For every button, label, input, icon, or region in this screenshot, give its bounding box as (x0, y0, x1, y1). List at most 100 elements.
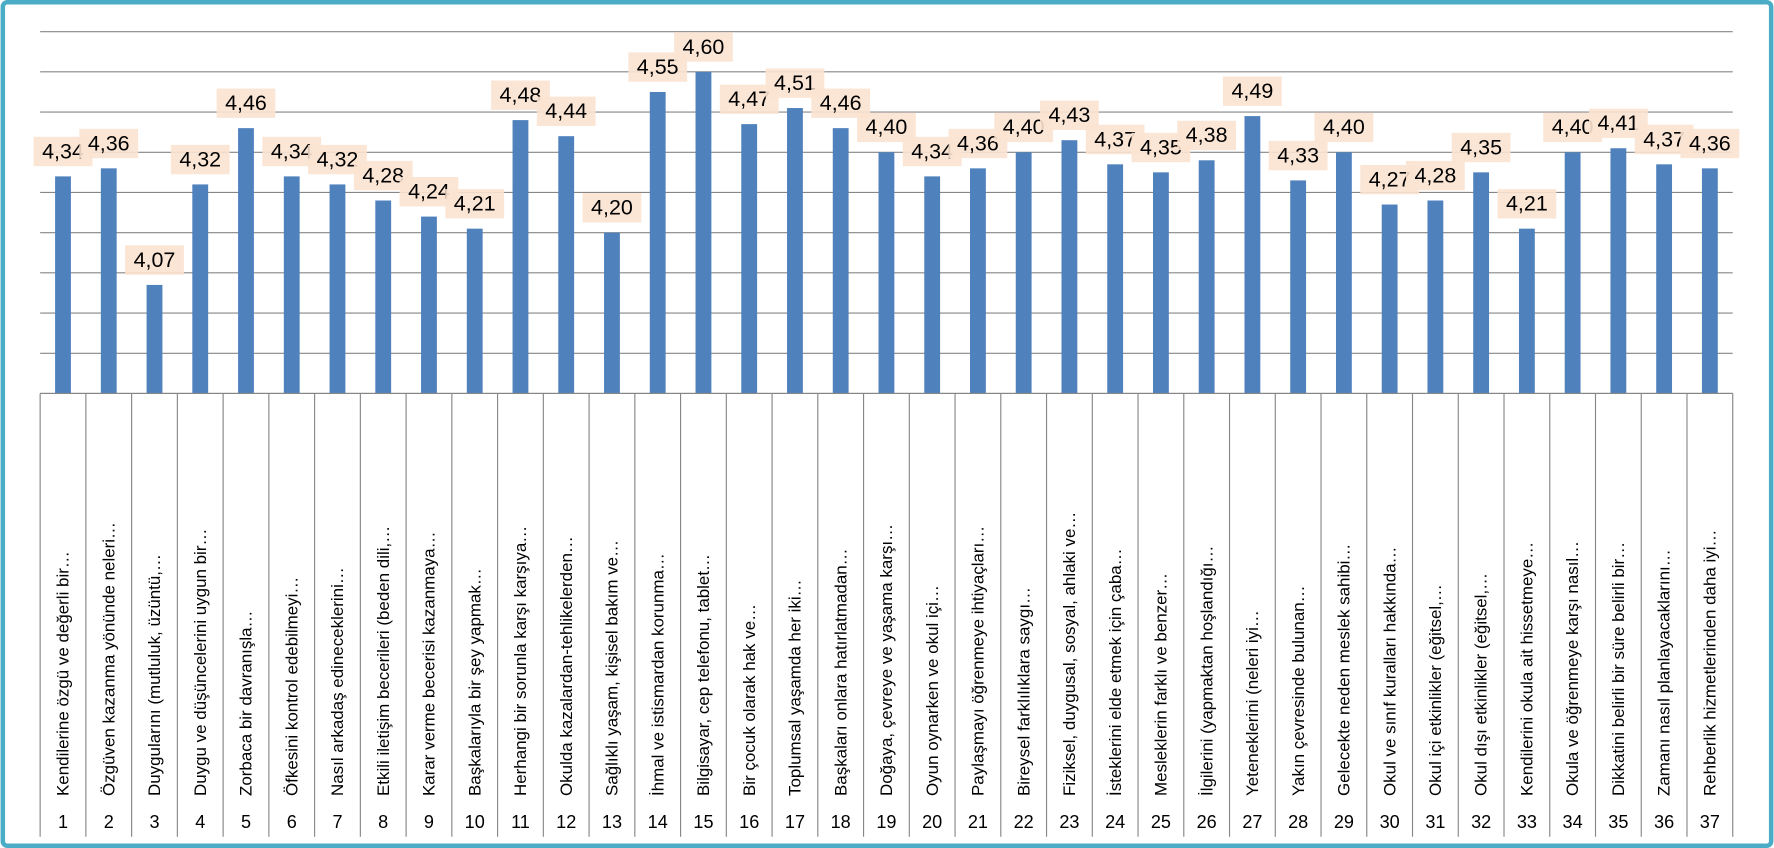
value-label: 4,21 (1506, 192, 1548, 216)
x-tick-label: Oyun oynarken ve okul içi… (923, 585, 942, 796)
x-tick-label: Doğaya, çevreye ve yaşama karşı… (877, 524, 896, 796)
value-label: 4,24 (408, 180, 450, 204)
x-tick-label: Özgüven kazanma yönünde neleri… (99, 522, 118, 796)
x-tick-number: 27 (1242, 812, 1262, 832)
bar (970, 168, 986, 394)
value-label: 4,35 (1140, 135, 1182, 159)
bar (878, 152, 895, 394)
bar (55, 176, 71, 394)
bar (787, 108, 803, 394)
value-label: 4,47 (728, 87, 770, 111)
x-tick-label: Yakın çevresinde bulunan… (1289, 585, 1308, 796)
bar (329, 184, 346, 394)
x-tick-number: 34 (1563, 812, 1583, 832)
bar (604, 232, 620, 394)
value-label-box (536, 96, 596, 127)
x-tick-label: Yeteneklerini (neleri iyi… (1243, 610, 1262, 796)
value-label: 4,20 (591, 196, 633, 220)
bar (1381, 204, 1398, 394)
value-label: 4,40 (866, 115, 908, 139)
value-label-box (79, 128, 139, 159)
x-tick-label: Okul ve sınıf kuralları hakkında… (1380, 547, 1399, 796)
value-label: 4,36 (88, 131, 130, 155)
x-tick-label: İhmal ve istismardan korunma… (648, 553, 667, 796)
x-tick-label: Gelecekte neden meslek sahibi… (1335, 544, 1354, 796)
value-label: 4,34 (271, 139, 313, 163)
x-tick-number: 15 (693, 812, 713, 832)
value-label-box (582, 193, 642, 223)
bar (924, 176, 941, 394)
value-label: 4,40 (1323, 115, 1365, 139)
x-tick-label: Bilgisayar, cep telefonu, tablet… (694, 554, 713, 796)
value-label: 4,38 (1186, 123, 1228, 147)
bar (146, 284, 163, 394)
value-label: 4,46 (820, 91, 862, 115)
x-tick-number: 14 (648, 812, 668, 832)
x-tick-number: 5 (241, 812, 251, 832)
x-tick-number: 11 (511, 812, 530, 832)
bar (421, 216, 437, 394)
bar (1335, 152, 1352, 394)
x-tick-label: Kendilerine özgü ve değerli bir… (54, 551, 73, 796)
x-tick-number: 21 (968, 812, 988, 832)
x-tick-label: Okulda kazalardan-tehlikelerden… (557, 536, 576, 796)
x-tick-number: 2 (104, 812, 114, 832)
x-tick-number: 1 (58, 812, 68, 832)
x-tick-label: Paylaşmayı öğrenmeye ihtiyaçları… (969, 526, 988, 796)
x-tick-label: Rehberlik hizmetlerinden daha iyi… (1700, 530, 1719, 796)
x-tick-label: Nasıl arkadaş edineceklerini… (328, 567, 347, 796)
bar (1518, 228, 1535, 394)
x-tick-number: 25 (1151, 812, 1171, 832)
x-tick-number: 20 (922, 812, 942, 832)
bar (1473, 172, 1490, 394)
value-label: 4,28 (362, 163, 404, 187)
value-label-box (170, 144, 230, 175)
value-label-box (125, 245, 184, 275)
bar (1107, 164, 1124, 394)
bar (192, 184, 209, 394)
bar (1015, 152, 1032, 394)
bar (741, 124, 758, 394)
value-label: 4,36 (957, 131, 999, 155)
x-tick-number: 17 (785, 812, 805, 832)
x-tick-number: 8 (378, 812, 388, 832)
x-tick-label: Duygularını (mutluluk, üzüntü,… (145, 554, 164, 796)
x-tick-label: Etkili iletişim becerileri (beden dili,… (374, 526, 393, 796)
value-label: 4,55 (637, 55, 679, 79)
x-tick-number: 35 (1608, 812, 1628, 832)
x-tick-number: 10 (465, 812, 485, 832)
bar (283, 176, 300, 394)
x-tick-label: Okul dışı etkinlikler (eğitsel,… (1472, 573, 1491, 796)
bar (1244, 116, 1261, 394)
value-label: 4,34 (911, 139, 953, 163)
x-tick-number: 12 (556, 812, 576, 832)
value-label: 4,21 (454, 192, 496, 216)
x-tick-label: Duygu ve düşüncelerini uygun bir… (191, 529, 210, 796)
x-tick-number: 37 (1700, 812, 1720, 832)
x-tick-label: Herhangi bir sorunla karşı karşıya… (511, 526, 530, 796)
x-tick-number: 30 (1380, 812, 1400, 832)
value-label: 4,36 (1689, 131, 1731, 155)
value-label-box (1680, 128, 1740, 159)
x-tick-label: Toplumsal yaşamda her iki… (786, 579, 805, 796)
bar (512, 120, 529, 394)
bar (1198, 160, 1215, 394)
bar (1152, 172, 1169, 394)
bar (695, 71, 712, 394)
bar (832, 128, 849, 394)
value-label-box (1314, 112, 1374, 143)
x-tick-number: 32 (1471, 812, 1491, 832)
value-label: 4,51 (774, 71, 816, 95)
value-label: 4,32 (179, 147, 221, 171)
x-tick-number: 4 (195, 812, 205, 832)
x-tick-label: Sağlıklı yaşam, kişisel bakım ve… (603, 540, 622, 796)
bar (1656, 164, 1673, 394)
value-label-box (674, 32, 733, 62)
x-tick-label: İlgilerini (yapmaktan hoşlandığı… (1197, 546, 1216, 796)
x-tick-number: 23 (1059, 812, 1079, 832)
x-tick-number: 7 (332, 812, 342, 832)
x-tick-number: 26 (1197, 812, 1217, 832)
x-tick-label: Başkalarıyla bir şey yapmak… (465, 568, 484, 796)
x-tick-label: Öfkesini kontrol edebilmeyi… (282, 577, 301, 796)
